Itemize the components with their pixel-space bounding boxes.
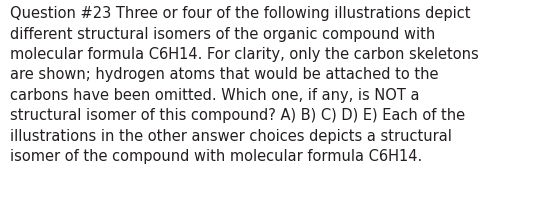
Text: Question #23 Three or four of the following illustrations depict
different struc: Question #23 Three or four of the follow… bbox=[10, 6, 479, 164]
